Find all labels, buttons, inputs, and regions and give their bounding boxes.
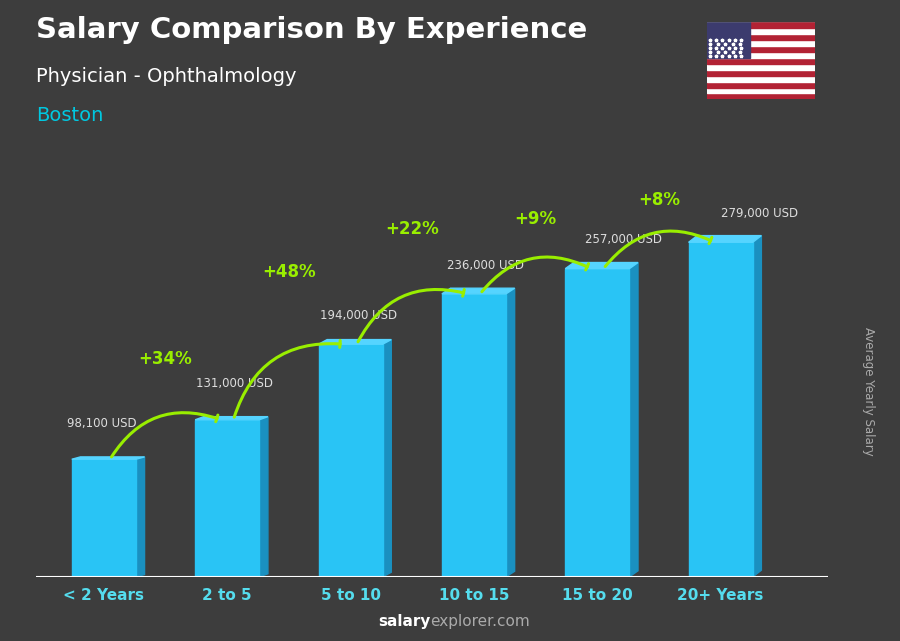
- Polygon shape: [688, 236, 761, 242]
- Polygon shape: [442, 288, 515, 294]
- Bar: [706, 88, 814, 94]
- Text: Salary Comparison By Experience: Salary Comparison By Experience: [36, 16, 587, 44]
- Text: 131,000 USD: 131,000 USD: [196, 377, 274, 390]
- Bar: [706, 40, 814, 46]
- Bar: [706, 52, 814, 58]
- Text: explorer.com: explorer.com: [430, 615, 530, 629]
- Bar: [319, 344, 382, 577]
- Bar: [706, 70, 814, 76]
- Bar: [706, 22, 814, 28]
- Text: 98,100 USD: 98,100 USD: [67, 417, 137, 429]
- Polygon shape: [259, 417, 268, 577]
- Bar: [442, 294, 506, 577]
- Polygon shape: [506, 288, 515, 577]
- Polygon shape: [629, 263, 638, 577]
- Text: 257,000 USD: 257,000 USD: [585, 233, 662, 246]
- Bar: [706, 64, 814, 70]
- Text: +34%: +34%: [139, 350, 193, 368]
- Bar: [565, 269, 629, 577]
- Bar: [706, 58, 814, 64]
- Polygon shape: [382, 340, 392, 577]
- Bar: [706, 94, 814, 99]
- Polygon shape: [72, 457, 145, 459]
- Text: +8%: +8%: [638, 191, 680, 209]
- Text: 236,000 USD: 236,000 USD: [446, 258, 524, 272]
- Bar: [688, 242, 752, 577]
- Polygon shape: [752, 236, 761, 577]
- Polygon shape: [565, 263, 638, 269]
- Polygon shape: [706, 22, 750, 58]
- Bar: [706, 46, 814, 52]
- Text: 279,000 USD: 279,000 USD: [721, 207, 797, 220]
- Text: Boston: Boston: [36, 106, 104, 125]
- Bar: [706, 76, 814, 81]
- Polygon shape: [136, 457, 145, 577]
- Text: Average Yearly Salary: Average Yearly Salary: [862, 327, 875, 455]
- Text: Physician - Ophthalmology: Physician - Ophthalmology: [36, 67, 296, 87]
- Bar: [706, 34, 814, 40]
- Bar: [195, 420, 259, 577]
- Text: +22%: +22%: [385, 220, 439, 238]
- Bar: [72, 459, 136, 577]
- Text: +9%: +9%: [515, 210, 557, 228]
- Bar: [706, 81, 814, 88]
- Text: +48%: +48%: [262, 263, 316, 281]
- Text: 194,000 USD: 194,000 USD: [320, 309, 397, 322]
- Text: salary: salary: [378, 615, 430, 629]
- Polygon shape: [195, 417, 268, 420]
- Bar: [706, 28, 814, 34]
- Polygon shape: [319, 340, 392, 344]
